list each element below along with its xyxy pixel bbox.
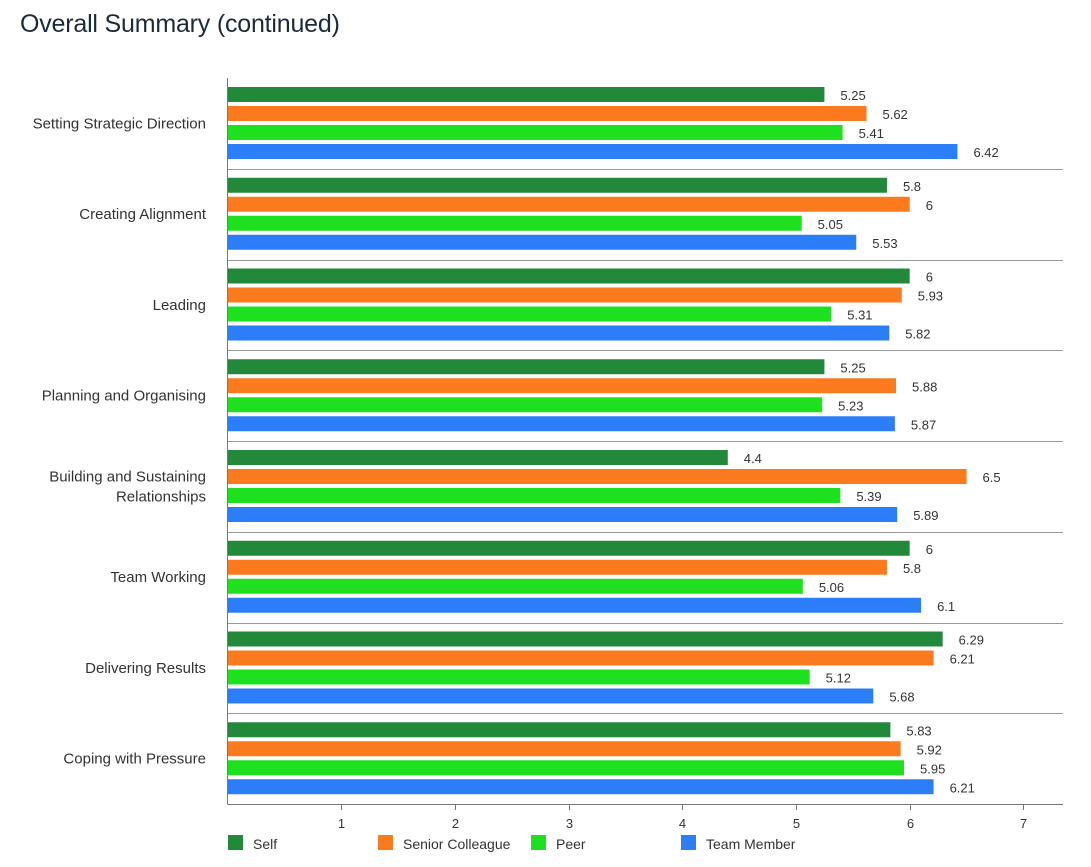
bar-self xyxy=(228,359,825,375)
legend-swatch xyxy=(228,835,243,850)
legend-swatch xyxy=(531,835,546,850)
bar-peer xyxy=(228,669,810,685)
bar-team-member xyxy=(228,507,898,522)
value-label: 5.8 xyxy=(903,561,921,576)
value-label: 5.92 xyxy=(917,742,942,757)
category-label: Building and Sustaining xyxy=(49,468,206,485)
value-label: 6.1 xyxy=(937,599,955,614)
bar-peer xyxy=(228,397,823,413)
bar-team-member xyxy=(228,779,934,795)
value-label: 6 xyxy=(926,270,933,285)
bar-senior-colleague xyxy=(228,469,967,484)
bars-group xyxy=(228,87,967,795)
category-label: Delivering Results xyxy=(85,660,206,677)
category-label: Coping with Pressure xyxy=(63,751,206,768)
x-tick-label: 7 xyxy=(1020,816,1027,831)
bar-team-member xyxy=(228,234,857,250)
value-label: 6.29 xyxy=(959,633,984,648)
legend-label: Team Member xyxy=(706,836,796,852)
x-tick-label: 2 xyxy=(452,816,459,831)
value-label: 5.41 xyxy=(859,126,884,141)
value-label: 5.39 xyxy=(856,489,881,504)
value-label: 5.53 xyxy=(872,236,897,251)
bar-senior-colleague xyxy=(228,650,934,666)
legend-swatch xyxy=(681,835,696,850)
value-label: 6.5 xyxy=(983,470,1001,485)
category-separators xyxy=(227,169,1063,714)
value-label: 5.68 xyxy=(889,690,914,705)
bar-senior-colleague xyxy=(228,287,902,303)
bar-peer xyxy=(228,306,832,322)
value-label: 5.12 xyxy=(826,671,851,686)
value-label: 5.62 xyxy=(882,107,907,122)
bar-self xyxy=(228,87,825,102)
value-label: 5.23 xyxy=(838,398,863,413)
category-label: Planning and Organising xyxy=(42,388,206,405)
bar-team-member xyxy=(228,144,958,159)
category-label: Setting Strategic Direction xyxy=(33,115,206,132)
category-label: Creating Alignment xyxy=(79,206,207,223)
value-label: 5.25 xyxy=(840,360,865,375)
page-title: Overall Summary (continued) xyxy=(20,10,340,38)
value-label: 5.82 xyxy=(905,327,930,342)
category-labels-group: Setting Strategic Direction Creating Alig… xyxy=(33,115,207,767)
bar-self xyxy=(228,722,891,738)
value-label: 6.42 xyxy=(973,145,998,160)
value-label: 6.21 xyxy=(950,780,975,795)
x-tick-label: 5 xyxy=(793,816,800,831)
value-label: 5.87 xyxy=(911,417,936,432)
value-label: 5.31 xyxy=(847,308,872,323)
x-tick-label: 1 xyxy=(338,816,345,831)
category-label: Relationships xyxy=(116,488,206,505)
bar-team-member xyxy=(228,597,922,613)
value-label: 4.4 xyxy=(744,451,762,466)
bar-peer xyxy=(228,578,803,594)
value-label: 5.83 xyxy=(906,723,931,738)
bar-senior-colleague xyxy=(228,106,867,121)
bar-senior-colleague xyxy=(228,196,910,212)
legend: Self Senior Colleague Peer Team Member xyxy=(228,835,796,852)
value-label: 5.05 xyxy=(818,217,843,232)
bar-peer xyxy=(228,125,843,140)
category-label: Team Working xyxy=(110,569,206,586)
value-label: 5.89 xyxy=(913,508,938,523)
bar-senior-colleague xyxy=(228,741,901,757)
category-label: Leading xyxy=(153,297,206,314)
bar-team-member xyxy=(228,688,874,704)
legend-swatch xyxy=(378,835,393,850)
bar-self xyxy=(228,540,910,556)
x-axis: 1 2 3 4 5 6 7 xyxy=(227,78,1063,831)
bar-self xyxy=(228,268,910,284)
value-label: 5.8 xyxy=(903,179,921,194)
bar-self xyxy=(228,177,887,193)
legend-label: Senior Colleague xyxy=(403,836,511,852)
value-label: 5.25 xyxy=(840,88,865,103)
value-label: 5.06 xyxy=(819,580,844,595)
bar-self xyxy=(228,450,728,465)
bar-peer xyxy=(228,760,905,776)
bar-senior-colleague xyxy=(228,559,887,575)
value-label: 6 xyxy=(926,198,933,213)
bar-senior-colleague xyxy=(228,378,897,394)
legend-label: Peer xyxy=(556,836,586,852)
value-label: 5.88 xyxy=(912,379,937,394)
value-label: 5.93 xyxy=(918,289,943,304)
bar-team-member xyxy=(228,416,895,432)
x-tick-label: 3 xyxy=(566,816,573,831)
value-label: 6.21 xyxy=(950,652,975,667)
bar-peer xyxy=(228,488,841,503)
x-tick-label: 6 xyxy=(907,816,914,831)
bar-self xyxy=(228,631,943,647)
value-label: 5.95 xyxy=(920,761,945,776)
bar-team-member xyxy=(228,325,890,341)
x-tick-label: 4 xyxy=(679,816,686,831)
legend-label: Self xyxy=(253,836,277,852)
bar-peer xyxy=(228,215,802,231)
value-label: 6 xyxy=(926,542,933,557)
value-labels-group: 5.25 5.62 5.41 6.42 5.8 6 5.05 5.53 6 5.93 5.31 5.8… xyxy=(744,88,1001,795)
